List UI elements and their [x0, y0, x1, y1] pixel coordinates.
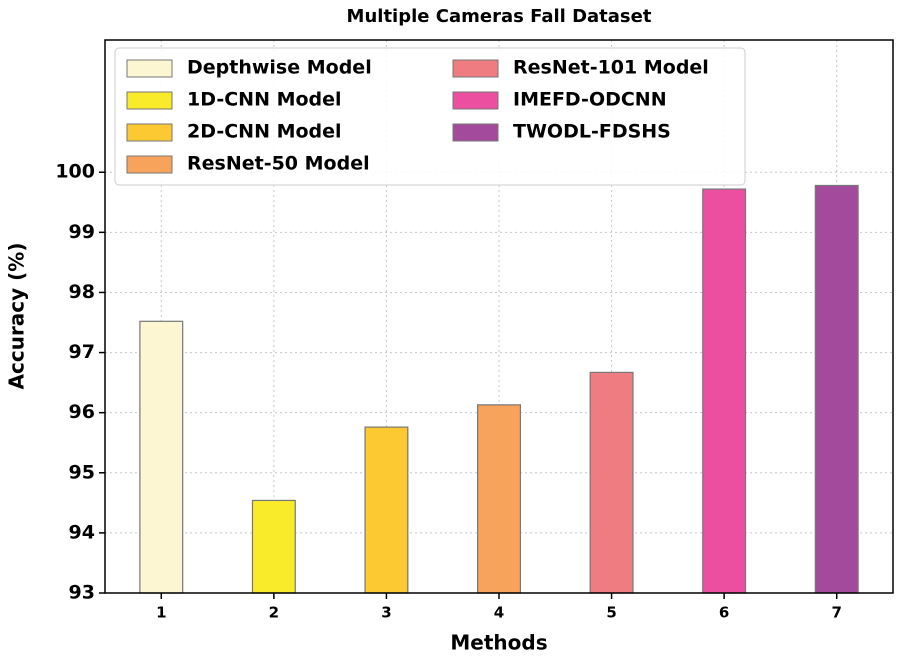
legend-swatch [452, 59, 499, 78]
legend-label: 2D-CNN Model [187, 121, 342, 143]
y-tick-label: 99 [69, 221, 95, 243]
x-tick-label: 1 [156, 604, 166, 622]
x-axis-label: Methods [450, 631, 547, 655]
legend-swatch [126, 91, 173, 110]
legend-label: ResNet-50 Model [187, 153, 370, 175]
legend-label: 1D-CNN Model [187, 89, 342, 111]
legend-swatch [126, 155, 173, 174]
x-tick-label: 2 [269, 604, 279, 622]
y-tick-label: 100 [55, 161, 95, 183]
legend-label: Depthwise Model [187, 57, 372, 79]
bar [364, 426, 409, 594]
legend-swatch [126, 123, 173, 142]
y-tick-label: 93 [69, 582, 95, 604]
legend-label: TWODL-FDSHS [513, 121, 671, 143]
legend-swatch [452, 123, 499, 142]
bar [814, 184, 859, 594]
x-tick-label: 5 [606, 604, 616, 622]
x-tick-label: 6 [719, 604, 729, 622]
legend-label: ResNet-101 Model [513, 57, 709, 79]
legend-swatch [452, 91, 499, 110]
legend-swatch [126, 59, 173, 78]
bar [702, 188, 747, 594]
x-tick-label: 4 [494, 604, 504, 622]
chart-title: Multiple Cameras Fall Dataset [347, 6, 652, 27]
y-tick-label: 98 [69, 281, 95, 303]
bar [477, 404, 521, 594]
bar [589, 371, 634, 594]
y-tick-label: 94 [69, 521, 95, 543]
plot-frame [104, 39, 894, 594]
legend-box [114, 47, 746, 186]
x-tick-label: 7 [831, 604, 841, 622]
bar [139, 320, 184, 594]
y-tick-label: 97 [69, 341, 95, 363]
legend-label: IMEFD-ODCNN [513, 89, 667, 111]
y-axis-label: Accuracy (%) [5, 243, 29, 390]
y-tick-label: 96 [69, 401, 95, 423]
y-tick-label: 95 [69, 461, 95, 483]
x-tick-label: 3 [381, 604, 391, 622]
bar [251, 499, 296, 594]
